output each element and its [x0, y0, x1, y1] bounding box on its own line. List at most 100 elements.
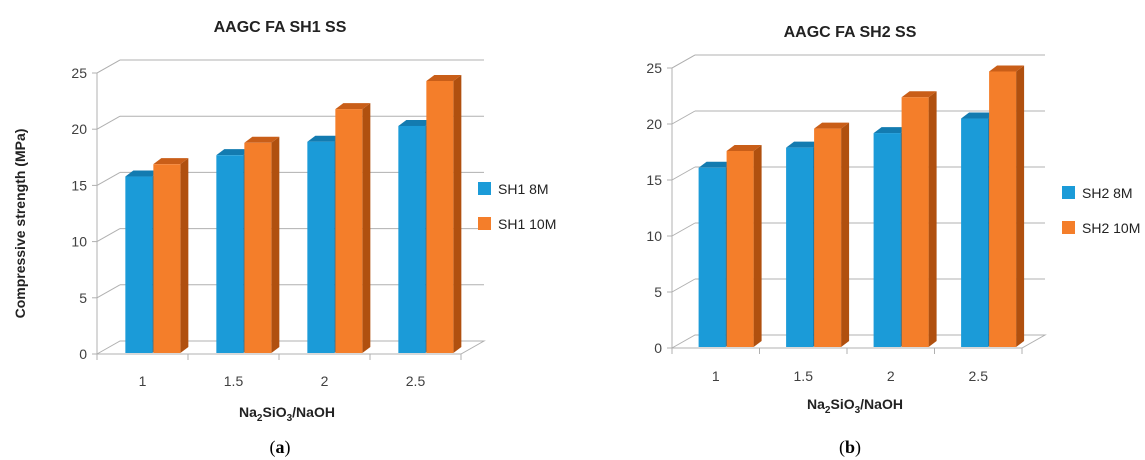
bar-top — [786, 141, 822, 148]
bar-top — [307, 135, 343, 142]
bar-side — [271, 136, 280, 353]
legend-entry: SH2 8M — [1062, 185, 1133, 201]
panel-label: (b) — [839, 437, 861, 458]
bar-side — [753, 145, 762, 347]
gridline-diagonal — [671, 54, 696, 69]
bar — [901, 91, 937, 348]
bar — [426, 74, 462, 353]
y-tick-label: 20 — [646, 116, 662, 132]
panel-label-paren: ( — [839, 437, 845, 458]
x-tick-label: 1.5 — [224, 373, 244, 389]
bar-side — [453, 74, 462, 353]
legend-label: SH2 8M — [1082, 185, 1133, 201]
x-tick-label: 1 — [712, 368, 720, 384]
bar-side — [928, 91, 937, 348]
legend-swatch — [1062, 186, 1075, 199]
bar-top — [989, 65, 1025, 72]
gridline-diagonal — [96, 228, 121, 243]
legend-swatch — [1062, 221, 1075, 234]
bar — [726, 145, 762, 347]
gridline-diagonal — [671, 278, 696, 293]
bar-front — [125, 176, 153, 353]
panel-label: (a) — [270, 437, 291, 458]
legend-entry: SH1 10M — [478, 216, 556, 232]
chart-floor — [670, 334, 1047, 349]
bar-side — [1016, 65, 1025, 347]
legend-swatch — [478, 182, 491, 195]
x-axis-label: Na2SiO3/NaOH — [807, 396, 903, 416]
bar-top — [961, 112, 997, 119]
x-axis-label-subscript: 2 — [257, 413, 263, 424]
y-tick-label: 15 — [646, 172, 662, 188]
y-tick-label: 10 — [71, 234, 87, 250]
y-axis-label: Compressive strength (MPa) — [12, 129, 28, 319]
bar-top — [244, 136, 280, 143]
x-tick-label: 2.5 — [406, 373, 426, 389]
bar-side — [180, 158, 189, 353]
bar-front — [426, 80, 454, 353]
bar-top — [426, 74, 462, 81]
chart-title: AAGC FA SH1 SS — [214, 19, 347, 36]
bar-side — [841, 122, 850, 347]
bar-front — [726, 151, 754, 347]
x-tick-label: 1.5 — [794, 368, 814, 384]
x-tick-label: 2 — [321, 373, 329, 389]
gridline-diagonal — [671, 222, 696, 237]
gridline-diagonal — [96, 284, 121, 299]
x-axis-label-part: /NaOH — [860, 396, 903, 412]
chart-floor — [95, 340, 486, 355]
legend-label: SH2 10M — [1082, 220, 1140, 236]
bar-front — [698, 167, 726, 347]
bar — [335, 103, 371, 353]
bar-front — [814, 128, 842, 347]
legend-entry: SH1 8M — [478, 181, 549, 197]
bar-top — [726, 145, 762, 151]
bar-front — [244, 142, 272, 353]
x-axis-label-part: SiO — [830, 396, 854, 412]
bar — [244, 136, 280, 353]
legend-label: SH1 8M — [498, 181, 549, 197]
y-tick-label: 10 — [646, 228, 662, 244]
bar-side — [362, 103, 371, 353]
gridline-diagonal — [96, 59, 121, 74]
legend-swatch — [478, 217, 491, 230]
panel-label-paren: ) — [855, 437, 861, 458]
bar-top — [698, 161, 734, 168]
x-axis-label-part: /NaOH — [292, 404, 335, 420]
bar-front — [307, 141, 335, 353]
y-tick-label: 5 — [79, 290, 87, 306]
bar — [153, 158, 189, 353]
x-axis-label-subscript: 3 — [287, 413, 293, 424]
y-tick-label: 0 — [654, 340, 662, 356]
x-tick-label: 2.5 — [969, 368, 989, 384]
x-axis-label-part: SiO — [262, 404, 286, 420]
bar-top — [814, 122, 850, 129]
y-tick-label: 0 — [79, 346, 87, 362]
y-tick-label: 5 — [654, 284, 662, 300]
panel-label-paren: ) — [285, 437, 291, 458]
bar-front — [989, 71, 1017, 347]
chart-a: 0 5 10 15 20 25 1 1.5 2 2.5 AAGC FA SH1 SS Compress… — [12, 19, 556, 458]
bar-top — [873, 127, 909, 134]
panel-label-letter: b — [845, 437, 855, 457]
bar-top — [153, 158, 189, 165]
legend-entry: SH2 10M — [1062, 220, 1140, 236]
gridline-diagonal — [96, 171, 121, 186]
bar-front — [216, 155, 244, 353]
bar — [989, 65, 1025, 347]
bar-front — [873, 133, 901, 347]
bar-front — [335, 109, 363, 353]
y-tick-label: 25 — [71, 65, 87, 81]
x-axis-label-subscript: 2 — [825, 405, 831, 416]
bar-front — [901, 97, 929, 348]
gridline-diagonal — [671, 166, 696, 181]
y-tick-label: 25 — [646, 60, 662, 76]
y-tick-label: 20 — [71, 121, 87, 137]
chart-title: AAGC FA SH2 SS — [784, 24, 917, 41]
y-tick-label: 15 — [71, 177, 87, 193]
bar-top — [216, 149, 252, 156]
gridline-diagonal — [671, 110, 696, 125]
x-axis-label-part: Na — [239, 404, 257, 420]
bar — [814, 122, 850, 347]
